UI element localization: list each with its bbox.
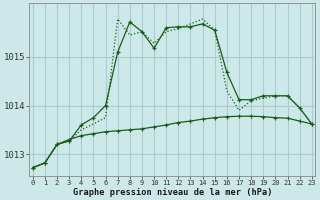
X-axis label: Graphe pression niveau de la mer (hPa): Graphe pression niveau de la mer (hPa): [73, 188, 272, 197]
